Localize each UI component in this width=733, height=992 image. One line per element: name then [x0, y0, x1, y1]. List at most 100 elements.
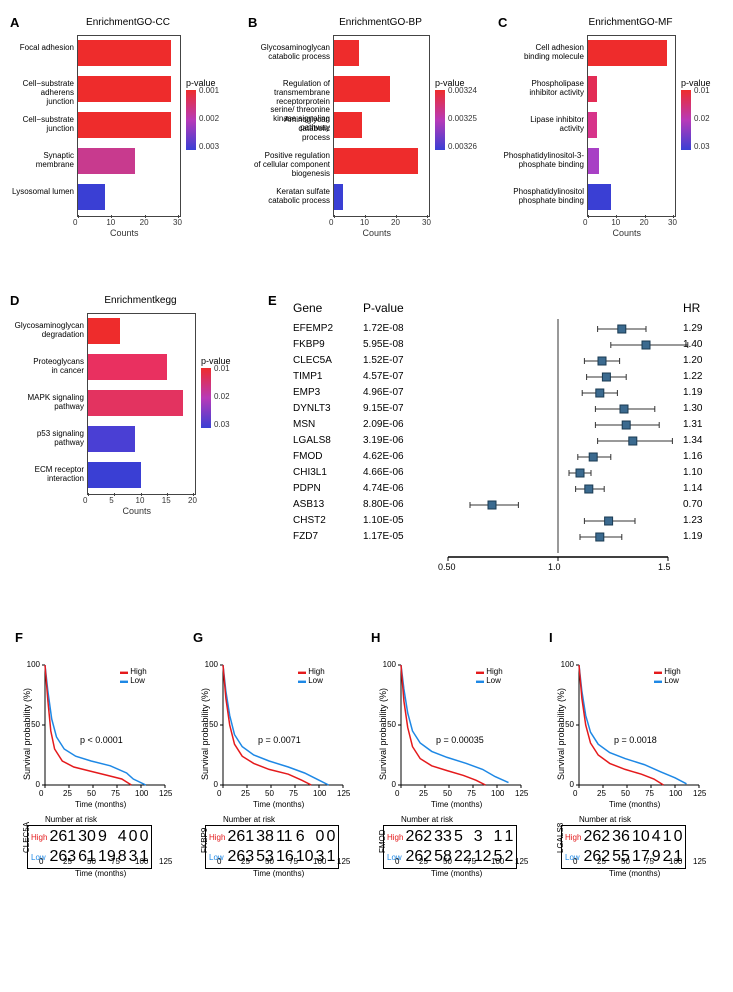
km-xtick: 100 — [669, 789, 682, 798]
bar-category-label: p53 signaling pathway — [12, 430, 84, 448]
bar — [78, 112, 171, 138]
forest-cell-hr: 1.30 — [683, 403, 702, 414]
bar-category-label: Cell adhesion binding molecule — [500, 44, 584, 62]
x-tick: 20 — [391, 218, 400, 227]
km-risk-xtick: 25 — [597, 857, 606, 866]
km-risk-xtick: 125 — [693, 857, 706, 866]
km-risk-xtick: 75 — [111, 857, 120, 866]
bar-category-label: Glycosaminoglycan catabolic process — [250, 44, 330, 62]
forest-cell-hr: 1.34 — [683, 435, 702, 446]
km-xtick: 50 — [621, 789, 630, 798]
bar — [78, 148, 135, 174]
km-xtick: 125 — [693, 789, 706, 798]
bar — [334, 184, 343, 210]
km-risk-header: Number at risk — [579, 815, 631, 824]
bar-category-label: Phosphatidylinositol-3- phosphate bindin… — [500, 152, 584, 170]
x-tick: 30 — [173, 218, 182, 227]
km-risk-xtick: 25 — [63, 857, 72, 866]
km-xtick: 100 — [313, 789, 326, 798]
km-risk-xtick: 100 — [135, 857, 148, 866]
bar-category-label: Phosphatidylinositol phosphate binding — [500, 188, 584, 206]
forest-xtick: 1.5 — [658, 562, 671, 572]
forest-xtick: 1.0 — [548, 562, 561, 572]
km-xtick: 75 — [645, 789, 654, 798]
km-legend: ▬ High▬ Low — [654, 667, 681, 685]
bar-category-label: MAPK signaling pathway — [12, 394, 84, 412]
km-ytick: 0 — [570, 780, 574, 789]
panel-title: EnrichmentGO-CC — [78, 17, 178, 28]
km-xtick: 100 — [491, 789, 504, 798]
forest-cell-p: 1.17E-05 — [363, 531, 404, 542]
km-risk-xlabel: Time (months) — [609, 869, 660, 878]
panel-F: F0501000255075100125▬ High▬ Lowp < 0.000… — [10, 630, 188, 970]
km-pvalue: p = 0.0018 — [614, 735, 657, 745]
forest-cell-gene: CLEC5A — [293, 355, 332, 366]
bar-category-label: Keratan sulfate catabolic process — [250, 188, 330, 206]
km-risk-xlabel: Time (months) — [431, 869, 482, 878]
bar-category-label: Cell−substrate junction — [12, 116, 74, 134]
km-risk-header: Number at risk — [223, 815, 275, 824]
km-xtick: 50 — [443, 789, 452, 798]
forest-cell-gene: DYNLT3 — [293, 403, 331, 414]
forest-cell-p: 9.15E-07 — [363, 403, 404, 414]
forest-xtick: 0.50 — [438, 562, 456, 572]
forest-cell-p: 4.96E-07 — [363, 387, 404, 398]
bar-category-label: ECM receptor interaction — [12, 466, 84, 484]
km-risk-xtick: 100 — [669, 857, 682, 866]
km-pvalue: p < 0.0001 — [80, 735, 123, 745]
x-axis-label: Counts — [123, 506, 152, 516]
x-tick: 10 — [106, 218, 115, 227]
bar — [78, 76, 171, 102]
forest-cell-hr: 1.10 — [683, 467, 702, 478]
km-ylabel: Survival probability (%) — [556, 688, 566, 780]
legend-tick: 0.00324 — [448, 86, 477, 95]
forest-svg — [268, 293, 723, 583]
panel-label: B — [248, 15, 257, 30]
forest-cell-hr: 1.40 — [683, 339, 702, 350]
km-ytick: 50 — [209, 720, 218, 729]
legend-tick: 0.01 — [214, 364, 230, 373]
x-tick: 15 — [162, 496, 171, 505]
forest-cell-gene: EFEMP2 — [293, 323, 333, 334]
km-risk-xtick: 25 — [241, 857, 250, 866]
bar-category-label: Synaptic membrane — [12, 152, 74, 170]
km-risk-xtick: 0 — [573, 857, 577, 866]
forest-cell-p: 3.19E-06 — [363, 435, 404, 446]
bar-category-label: Lipase inhibitor activity — [500, 116, 584, 134]
bar — [588, 148, 599, 174]
km-ytick: 100 — [383, 660, 396, 669]
km-risk-xtick: 50 — [621, 857, 630, 866]
bar — [78, 40, 171, 66]
km-risk-xlabel: Time (months) — [75, 869, 126, 878]
panel-B: BEnrichmentGO-BPGlycosaminoglycan catabo… — [248, 15, 496, 260]
panel-G: G0501000255075100125▬ High▬ Lowp = 0.007… — [188, 630, 366, 970]
km-legend: ▬ High▬ Low — [476, 667, 503, 685]
km-xtick: 50 — [265, 789, 274, 798]
forest-cell-gene: FKBP9 — [293, 339, 325, 350]
km-xlabel: Time (months) — [431, 800, 482, 809]
bar-category-label: Lysosomal lumen — [12, 188, 74, 197]
x-tick: 30 — [668, 218, 677, 227]
x-tick: 10 — [360, 218, 369, 227]
x-tick: 0 — [583, 218, 587, 227]
km-risk-xtick: 75 — [289, 857, 298, 866]
panel-title: Enrichmentkegg — [88, 295, 193, 306]
km-pvalue: p = 0.00035 — [436, 735, 484, 745]
forest-cell-gene: EMP3 — [293, 387, 320, 398]
km-ytick: 0 — [392, 780, 396, 789]
forest-cell-hr: 1.29 — [683, 323, 702, 334]
bar — [78, 184, 105, 210]
bar-category-label: Phospholipase inhibitor activity — [500, 80, 584, 98]
km-risk-xlabel: Time (months) — [253, 869, 304, 878]
km-xtick: 50 — [87, 789, 96, 798]
km-risk-xtick: 100 — [491, 857, 504, 866]
legend-tick: 0.00326 — [448, 142, 477, 151]
forest-cell-hr: 1.14 — [683, 483, 702, 494]
forest-cell-hr: 1.20 — [683, 355, 702, 366]
bar — [588, 112, 597, 138]
km-ytick: 100 — [27, 660, 40, 669]
x-axis-label: Counts — [363, 228, 392, 238]
forest-cell-gene: CHI3L1 — [293, 467, 327, 478]
km-ytick: 0 — [36, 780, 40, 789]
bar-category-label: Focal adhesion — [12, 44, 74, 53]
